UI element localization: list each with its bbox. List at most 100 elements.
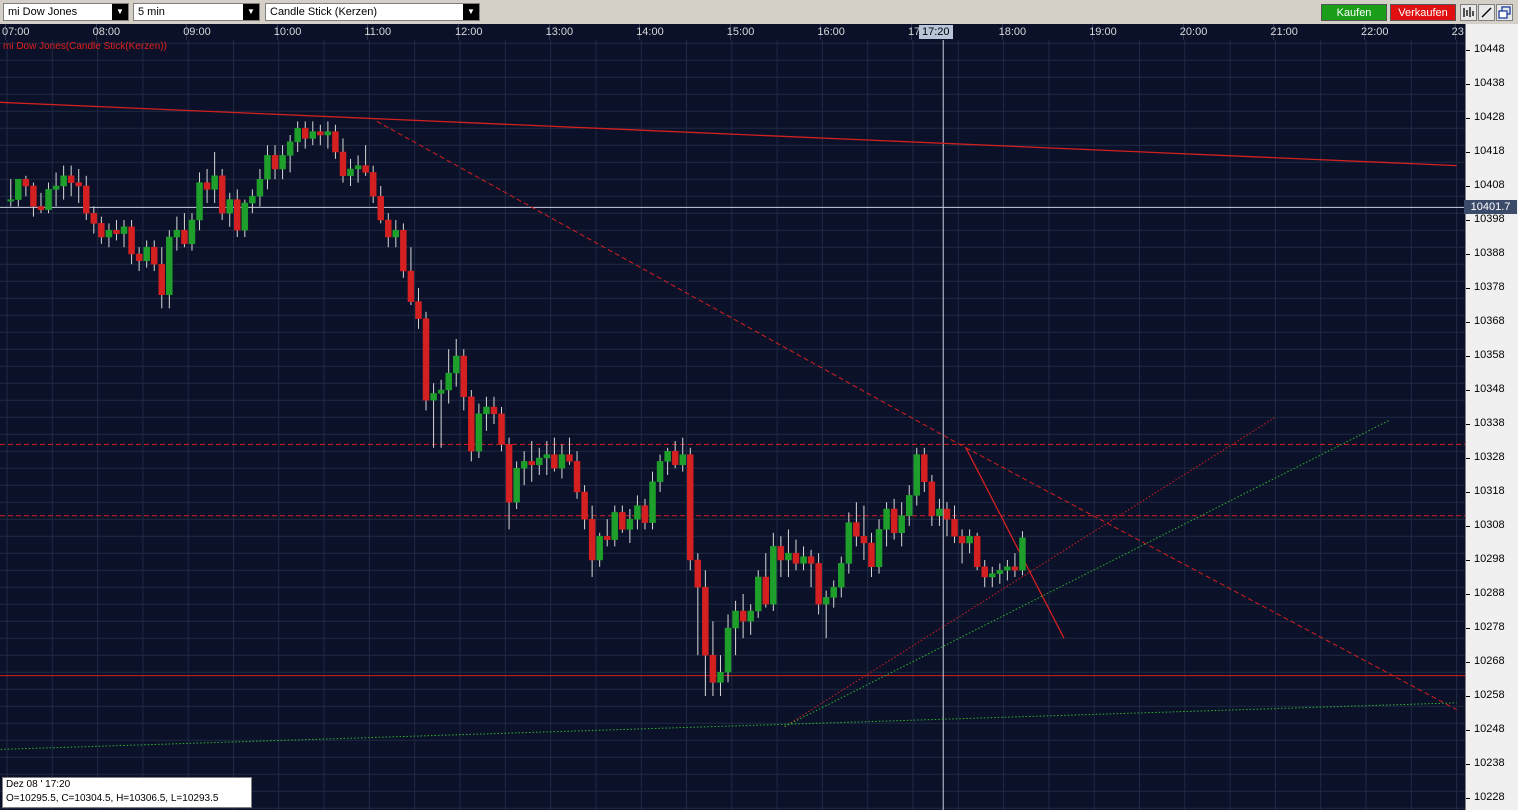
candle-body	[83, 185, 90, 214]
candle-body	[543, 454, 551, 459]
time-tick-label: 22:00	[1361, 26, 1389, 38]
candle-body	[324, 131, 332, 136]
candle-body	[369, 172, 377, 197]
candle-body	[430, 393, 437, 401]
price-tick-label: 10368	[1474, 315, 1505, 327]
candle-body	[792, 552, 800, 564]
candle-body	[468, 396, 475, 452]
price-tick-mark	[1466, 356, 1470, 357]
draw-line-icon[interactable]	[1478, 4, 1495, 21]
candle-body	[135, 253, 143, 262]
time-tick-separator	[367, 24, 369, 40]
interval-value: 5 min	[138, 6, 165, 18]
candle-body	[573, 461, 581, 493]
plot-background	[0, 40, 1465, 810]
trend-line	[784, 420, 1389, 728]
candle-body	[452, 355, 460, 374]
candle-body	[875, 529, 883, 568]
time-tick-label: 07:00	[2, 26, 30, 38]
price-tick-mark	[1466, 118, 1470, 119]
time-tick-separator	[548, 24, 550, 40]
candle-body	[490, 406, 498, 415]
info-date: Dez 08 ' 17:20	[6, 779, 71, 790]
candle-body	[520, 461, 528, 469]
candle-body	[203, 182, 211, 190]
candle-body	[536, 457, 543, 466]
instrument-select[interactable]: mi Dow Jones ▼	[3, 3, 129, 21]
chevron-down-icon[interactable]: ▼	[112, 4, 128, 20]
detach-window-icon[interactable]	[1496, 4, 1513, 21]
price-tick-label: 10338	[1474, 417, 1505, 429]
candle-body	[845, 522, 853, 564]
candle-body	[22, 178, 30, 187]
trend-line	[0, 101, 1457, 167]
candle-body	[619, 512, 626, 530]
candle-body	[830, 586, 837, 598]
sell-button[interactable]: Verkaufen	[1390, 4, 1456, 21]
candle-body	[951, 518, 958, 537]
candle-body	[128, 226, 135, 255]
buy-button[interactable]: Kaufen	[1321, 4, 1387, 21]
candle-body	[15, 178, 22, 200]
candle-body	[294, 127, 301, 143]
price-tick-label: 10318	[1474, 485, 1505, 497]
candle-body	[649, 481, 656, 523]
candle-body	[234, 199, 241, 231]
candle-body	[588, 518, 596, 561]
price-tick-mark	[1466, 84, 1470, 85]
candle-body	[558, 454, 566, 469]
price-tick-mark	[1466, 628, 1470, 629]
price-tick-label: 10378	[1474, 281, 1505, 293]
chevron-down-icon[interactable]: ▼	[243, 4, 259, 20]
candle-body	[905, 495, 913, 517]
time-tick-label: 23	[1451, 26, 1464, 38]
price-tick-label: 10308	[1474, 519, 1505, 531]
candle-body	[603, 535, 611, 540]
candle-body	[732, 610, 739, 629]
candle-body	[868, 542, 875, 568]
time-tick-separator	[1273, 24, 1275, 40]
candle-body	[332, 131, 339, 153]
trend-line	[376, 120, 967, 449]
candle-body	[150, 246, 158, 265]
price-tick-mark	[1466, 662, 1470, 663]
candle-body	[671, 450, 679, 466]
candle-body	[286, 141, 294, 156]
bars-icon[interactable]	[1460, 4, 1477, 21]
detach-window-icon-glyph	[1498, 6, 1511, 19]
candle-body	[392, 229, 400, 238]
candle-body	[7, 199, 15, 202]
candle-body	[196, 182, 203, 221]
price-tick-label: 10238	[1474, 757, 1505, 769]
candle-body	[890, 508, 898, 534]
time-tick-separator	[1182, 24, 1184, 40]
price-tick-mark	[1466, 186, 1470, 187]
candle-body	[913, 454, 921, 496]
candle-body	[317, 131, 324, 136]
candle-body	[437, 389, 445, 394]
candle-body	[347, 168, 354, 177]
price-tick-mark	[1466, 764, 1470, 765]
price-tick-mark	[1466, 560, 1470, 561]
interval-select[interactable]: 5 min ▼	[133, 3, 260, 21]
chart-style-select[interactable]: Candle Stick (Kerzen) ▼	[265, 3, 480, 21]
candle-body	[354, 165, 362, 170]
candle-body	[1019, 537, 1026, 571]
ohlc-info-box: Dez 08 ' 17:20 O=10295.5, C=10304.5, H=1…	[2, 777, 252, 808]
chevron-down-icon[interactable]: ▼	[463, 4, 479, 20]
candle-body	[301, 127, 309, 139]
candle-body	[67, 175, 75, 183]
candle-body	[709, 654, 717, 683]
time-tick-separator	[95, 24, 97, 40]
time-tick-label: 15:00	[726, 26, 755, 38]
candle-body	[981, 566, 988, 578]
candle-body	[241, 202, 249, 231]
candle-body	[822, 597, 830, 605]
candle-body	[256, 178, 264, 197]
candle-body	[641, 505, 649, 523]
price-tick-label: 10438	[1474, 77, 1505, 89]
candle-body	[377, 195, 384, 221]
candle-body	[415, 301, 422, 319]
candle-body	[460, 355, 468, 398]
price-chart[interactable]	[0, 40, 1465, 810]
